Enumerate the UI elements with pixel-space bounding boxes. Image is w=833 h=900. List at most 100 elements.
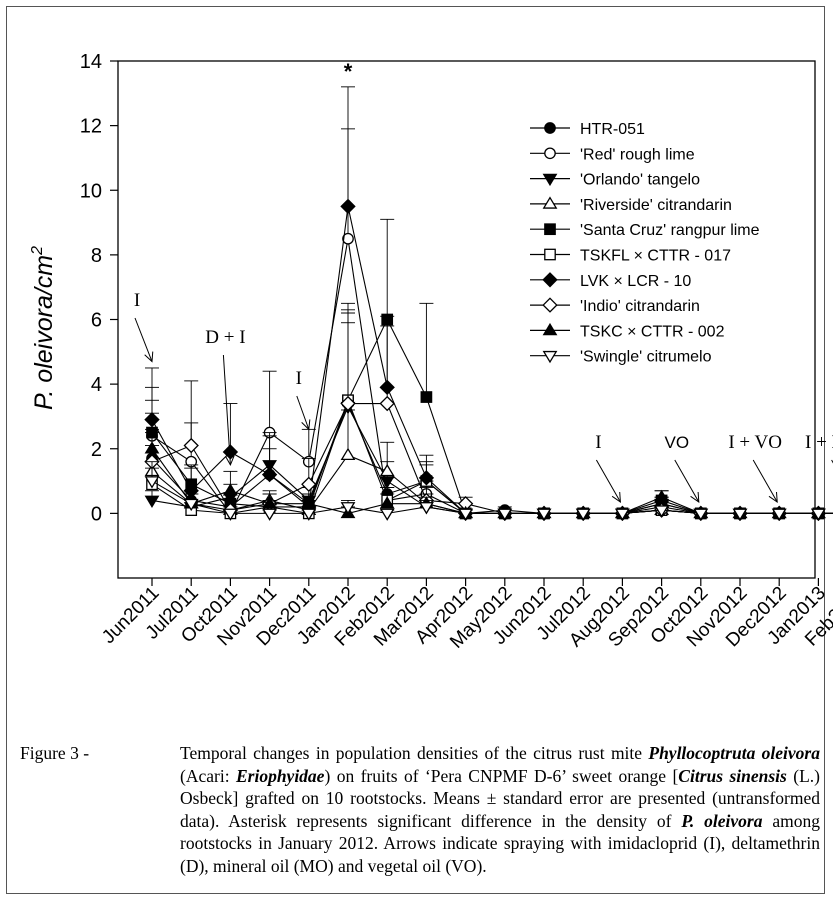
series-line <box>151 398 833 514</box>
spray-arrowhead <box>144 351 154 363</box>
data-point <box>144 441 160 454</box>
caption-emphasis: Citrus sinensis <box>678 765 787 786</box>
legend-label: 'Red' rough lime <box>580 146 695 163</box>
y-tick-label: 2 <box>91 439 102 461</box>
y-tick-label: 8 <box>91 245 102 267</box>
data-point <box>654 505 669 518</box>
y-tick-label: 0 <box>91 503 102 525</box>
legend-marker <box>542 272 558 288</box>
data-point <box>183 437 199 454</box>
series-line <box>151 402 833 514</box>
legend-item: 'Orlando' tangelo <box>530 172 700 189</box>
series-3 <box>144 409 833 519</box>
spray-annotation: I <box>134 290 140 311</box>
caption-segment: Temporal changes in population densities… <box>180 743 649 763</box>
spray-arrowhead <box>690 491 700 503</box>
figure-frame <box>6 6 825 894</box>
caption-emphasis: P. oleivora <box>681 810 763 831</box>
spray-arrow <box>674 459 700 503</box>
ticks: 02468101214Jun2011Jul2011Oct2011Nov2011D… <box>80 51 833 653</box>
data-point <box>262 508 277 521</box>
caption-emphasis: Phyllocoptruta oleivora <box>648 743 820 763</box>
data-point <box>340 447 356 461</box>
series-5 <box>145 309 833 520</box>
series-line <box>151 402 833 514</box>
series-layer <box>144 86 833 522</box>
data-point <box>340 198 356 215</box>
legend: HTR-051 'Red' rough lime 'Orlando' tangelo… <box>530 121 760 366</box>
caption-segment: among rootstocks in January 2012. Arrows… <box>180 810 820 876</box>
legend-label: TSKC × CTTR - 002 <box>580 323 725 340</box>
legend-item: LVK × LCR - 10 <box>530 272 691 290</box>
legend-item: HTR-051 <box>530 121 645 138</box>
legend-item: TSKFL × CTTR - 017 <box>530 248 731 265</box>
caption-segment: (L.) Osbeck] grafted on 10 rootstocks. M… <box>180 765 820 831</box>
figure-caption: Figure 3 - Temporal changes in populatio… <box>20 742 820 877</box>
caption-text: Temporal changes in population densities… <box>180 742 820 877</box>
series-line <box>151 318 833 514</box>
legend-marker <box>542 196 558 209</box>
y-tick-label: 6 <box>91 310 102 332</box>
series-line <box>151 238 833 515</box>
data-point <box>379 496 395 509</box>
annotations: I D + I I * I VO I + VO I + MO <box>134 59 833 503</box>
data-point <box>615 508 630 521</box>
caption-segment: (Acari: <box>180 765 236 786</box>
data-point <box>183 498 199 512</box>
legend-marker <box>542 173 558 187</box>
legend-marker <box>544 147 556 160</box>
data-point <box>379 463 395 477</box>
legend-item: 'Indio' citrandarin <box>530 297 700 315</box>
legend-marker <box>542 297 558 313</box>
spray-arrowhead <box>225 455 235 467</box>
legend-label: HTR-051 <box>580 121 645 138</box>
data-point <box>379 508 395 521</box>
data-point <box>340 395 356 412</box>
data-point <box>654 489 669 503</box>
series-8 <box>144 412 833 519</box>
data-point <box>301 496 317 509</box>
spray-annotation: I <box>296 368 302 389</box>
data-point <box>419 502 434 515</box>
series-7 <box>144 312 833 522</box>
legend-marker <box>544 122 556 134</box>
y-tick-label: 14 <box>80 51 102 73</box>
spray-arrowhead <box>768 491 778 503</box>
legend-marker <box>544 248 556 261</box>
data-point <box>223 483 238 496</box>
data-point <box>223 508 238 521</box>
legend-item: 'Swingle' citrumelo <box>530 349 712 366</box>
significance-asterisk: * <box>344 59 353 84</box>
data-point <box>732 508 748 521</box>
legend-label: LVK × LCR - 10 <box>580 273 691 290</box>
data-point <box>262 496 277 509</box>
data-point <box>379 476 395 489</box>
legend-label: 'Indio' citrandarin <box>580 298 700 315</box>
spray-arrow <box>134 317 153 362</box>
legend-label: 'Riverside' citrandarin <box>580 197 732 214</box>
legend-label: 'Orlando' tangelo <box>580 172 700 189</box>
spray-annotation: I <box>595 432 601 453</box>
series-2 <box>144 322 833 521</box>
data-point <box>301 508 317 521</box>
legend-item: 'Red' rough lime <box>530 146 695 163</box>
spray-arrow <box>296 395 310 430</box>
data-point <box>575 508 591 521</box>
line-chart: P. oleivora/cm2 02468101214Jun2011Jul201… <box>29 51 833 653</box>
y-tick-label: 12 <box>80 116 102 138</box>
legend-item: TSKC × CTTR - 002 <box>530 322 725 340</box>
spray-arrowhead <box>611 491 621 503</box>
spray-annotation: I + VO <box>728 432 782 453</box>
spray-annotation: D + I <box>205 327 245 348</box>
legend-marker <box>544 223 556 236</box>
data-point <box>144 476 160 489</box>
data-point <box>379 395 395 412</box>
spray-annotation: VO <box>665 433 690 452</box>
data-point <box>342 232 354 245</box>
legend-item: 'Riverside' citrandarin <box>530 196 732 214</box>
caption-label: Figure 3 - <box>20 743 90 763</box>
series-0 <box>145 312 833 520</box>
series-6 <box>144 86 833 522</box>
data-point <box>497 508 513 521</box>
data-point <box>418 470 435 486</box>
